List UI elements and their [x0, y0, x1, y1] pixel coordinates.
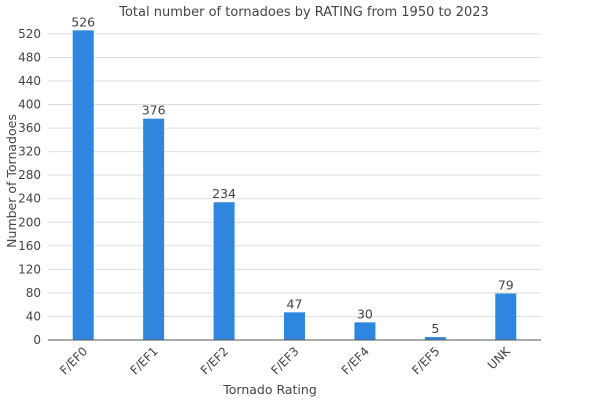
x-tick-label: F/EF1	[127, 344, 160, 377]
y-tick-label: 200	[18, 215, 41, 229]
x-axis-ticks: F/EF0 F/EF1 F/EF2 F/EF3 F/EF4 F/EF5 UNK	[57, 343, 514, 377]
bar-f-ef0	[72, 30, 94, 341]
bar-f-ef4	[354, 322, 376, 340]
data-label: 30	[357, 306, 373, 321]
x-tick-label: F/EF4	[339, 344, 372, 377]
bar-f-ef5	[424, 337, 446, 340]
data-label: 47	[287, 296, 303, 311]
x-tick-label: F/EF2	[198, 344, 231, 377]
x-tick-label: F/EF5	[409, 344, 442, 377]
x-tick-label: UNK	[485, 343, 514, 372]
y-tick-label: 240	[18, 192, 41, 206]
y-tick-label: 360	[18, 121, 41, 135]
data-label: 234	[212, 186, 236, 201]
chart-title: Total number of tornadoes by RATING from…	[118, 5, 489, 20]
data-label: 79	[498, 277, 514, 292]
y-tick-label: 160	[18, 239, 41, 253]
x-axis-label: Tornado Rating	[222, 382, 317, 397]
data-label: 376	[142, 103, 166, 118]
data-labels: 526 376 234 47 30 5 79	[71, 14, 514, 336]
bar-f-ef1	[143, 118, 165, 340]
y-tick-label: 400	[18, 98, 41, 112]
y-tick-label: 0	[33, 333, 41, 347]
y-tick-label: 40	[26, 309, 41, 323]
bars	[72, 30, 517, 341]
x-tick-label: F/EF0	[57, 344, 90, 377]
y-tick-label: 440	[18, 74, 41, 88]
y-tick-label: 120	[18, 262, 41, 276]
data-label: 526	[71, 14, 95, 29]
y-tick-label: 480	[18, 50, 41, 64]
y-tick-label: 520	[18, 27, 41, 41]
bar-f-ef2	[213, 202, 235, 340]
bar-f-ef3	[284, 312, 305, 340]
y-tick-label: 280	[18, 168, 41, 182]
y-axis-label: Number of Tornadoes	[4, 114, 19, 248]
bar-unk	[495, 293, 517, 340]
y-axis-ticks: 0 40 80 120 160 200 240 280 320 360 400 440 480 520	[18, 27, 41, 347]
gridlines	[48, 33, 541, 317]
x-tick-label: F/EF3	[268, 344, 301, 377]
data-label: 5	[431, 321, 439, 336]
y-tick-label: 80	[26, 286, 41, 300]
y-tick-label: 320	[18, 145, 41, 159]
